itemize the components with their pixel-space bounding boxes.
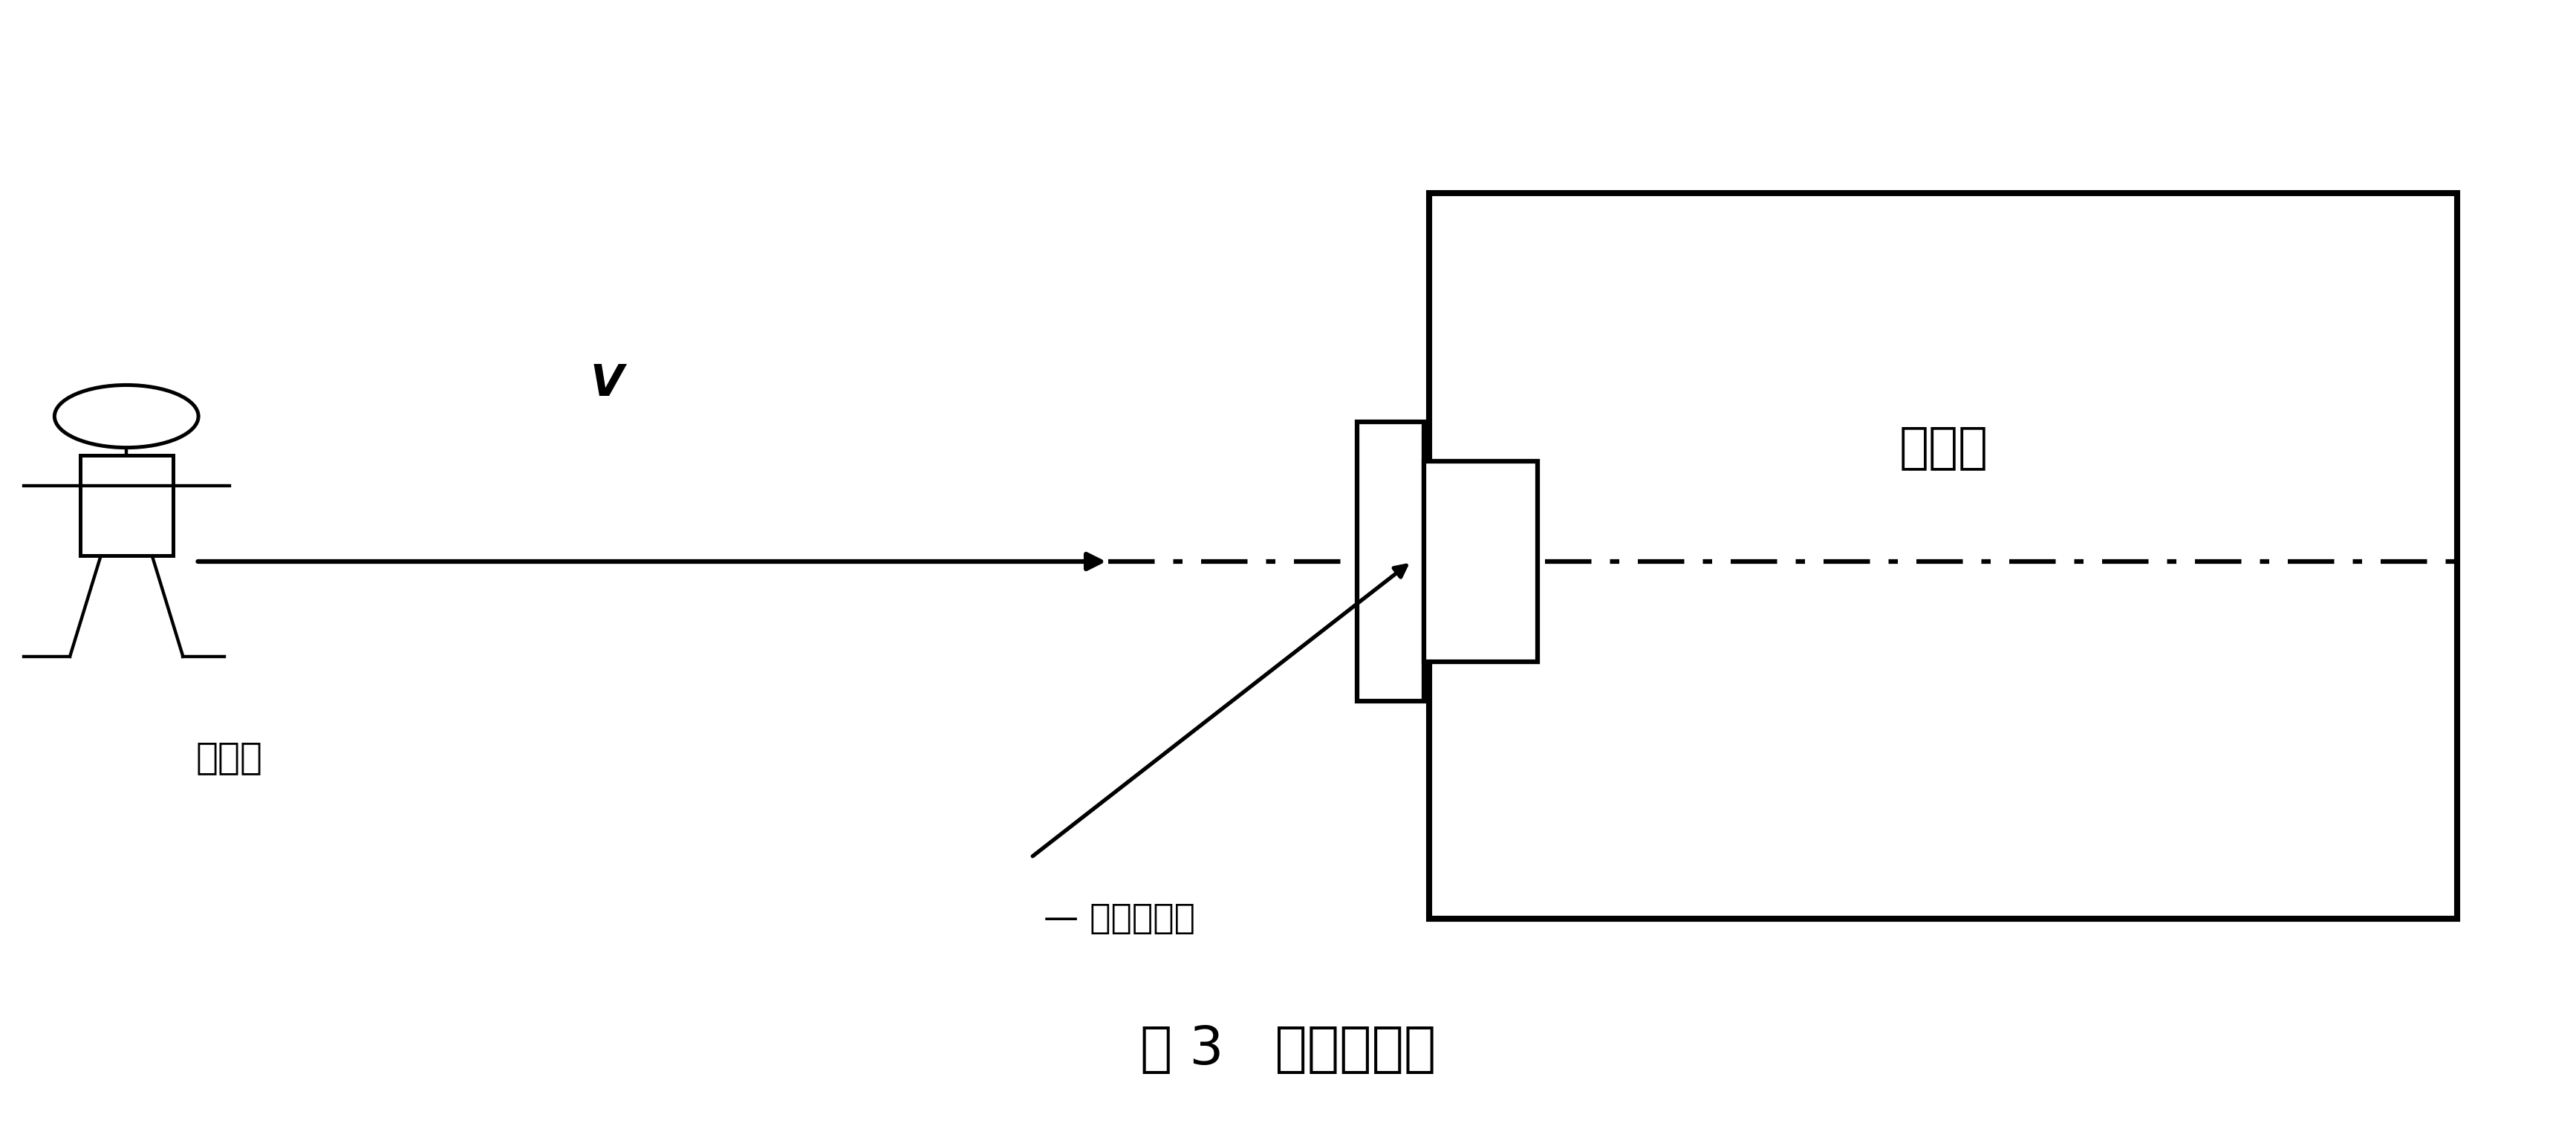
Bar (1430, 193, 2458, 919)
Bar (1425, 460, 1538, 663)
Text: 观察者: 观察者 (196, 740, 263, 776)
Text: 发动机: 发动机 (1899, 422, 1989, 472)
Text: — 驱动轴端部: — 驱动轴端部 (1043, 902, 1195, 935)
Text: V: V (590, 363, 623, 405)
Bar (1358, 422, 1425, 701)
Bar (80, 456, 173, 556)
Text: 图 3   观察者位置: 图 3 观察者位置 (1141, 1024, 1435, 1075)
